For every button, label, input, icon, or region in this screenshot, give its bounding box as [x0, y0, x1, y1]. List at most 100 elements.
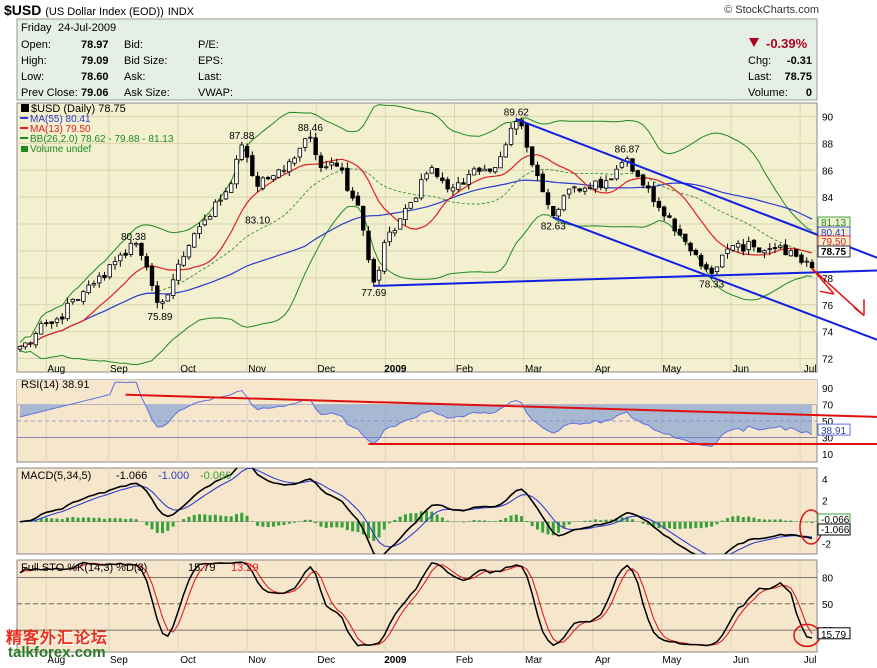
- lower-channel-line: [552, 216, 877, 341]
- candle-body: [408, 202, 413, 209]
- sto-legend: Full STO %K(14,3) %D(3) 15.79 13.29: [21, 562, 259, 574]
- macd-hist-bar: [198, 514, 202, 522]
- candle-body: [788, 250, 794, 257]
- macd-hist-bar: [155, 521, 159, 533]
- macd-hist-bar: [715, 521, 719, 525]
- candle-body: [334, 162, 339, 167]
- candle-body: [735, 243, 741, 248]
- macd-hist-bar: [277, 521, 281, 526]
- legend-sto-k: 15.79: [188, 562, 216, 574]
- axis-labels: 7274767880828486889081.1380.4179.5078.75…: [47, 112, 851, 666]
- macd-hist-bar: [509, 515, 513, 522]
- candle-body: [545, 192, 551, 205]
- candle-body: [461, 182, 466, 185]
- month-label-bottom: Oct: [180, 655, 196, 666]
- candle-body: [213, 201, 218, 217]
- month-label-top: Dec: [317, 364, 335, 375]
- candle-body: [656, 200, 662, 208]
- candle-body: [165, 294, 171, 302]
- macd-hist-bar: [287, 521, 291, 524]
- candle-body: [635, 170, 640, 177]
- month-label-top: 2009: [384, 364, 407, 375]
- candle-body: [281, 169, 287, 172]
- candle-body: [413, 197, 419, 203]
- candle-body: [302, 138, 308, 148]
- macd-hist-bar: [409, 513, 413, 522]
- legend-macd-hist: -0.066: [200, 470, 231, 482]
- macd-hist-bar: [118, 518, 122, 522]
- candle-body: [397, 218, 403, 230]
- candle-body: [239, 144, 244, 160]
- candle-body: [287, 161, 292, 173]
- macd-hist-bar: [234, 514, 238, 522]
- macd-hist-bar: [768, 519, 772, 522]
- candle-body: [97, 275, 102, 284]
- price-legend: $USD (Daily) 78.75 MA(55) 80.41 MA(13) 7…: [20, 103, 174, 155]
- projection-arrow-head: [819, 290, 835, 295]
- open-value: 78.97: [81, 39, 109, 51]
- month-label-top: Aug: [47, 364, 65, 375]
- value-tag: 80.41: [821, 228, 846, 239]
- pe-label: P/E:: [198, 39, 219, 51]
- price-tick-label: 76: [822, 301, 834, 312]
- macd-hist-bar: [44, 517, 48, 522]
- macd-hist-bar: [271, 521, 275, 527]
- ask-size-label: Ask Size:: [124, 87, 170, 99]
- candle-body: [424, 173, 429, 180]
- macd-hist-bar: [366, 521, 370, 539]
- candle-body: [149, 265, 155, 286]
- candle-body: [640, 174, 646, 186]
- candle-body: [603, 180, 609, 189]
- candle-body: [767, 248, 772, 251]
- low-value: 78.60: [81, 71, 109, 83]
- eps-label: EPS:: [198, 55, 223, 67]
- candle-body: [450, 187, 456, 192]
- macd-hist-bar: [414, 513, 418, 522]
- macd-hist-bar: [229, 516, 233, 522]
- macd-value-tag: -0.066: [821, 515, 850, 526]
- candle-body: [360, 205, 366, 231]
- macd-hist-bar: [382, 521, 386, 530]
- candle-body: [139, 242, 144, 256]
- vwap-label: VWAP:: [198, 87, 233, 99]
- candle-body: [508, 127, 514, 145]
- candle-body: [355, 195, 361, 206]
- rsi-mask: [17, 380, 817, 405]
- candle-body: [741, 244, 746, 252]
- macd-hist-bar: [314, 521, 318, 524]
- candle-body: [693, 249, 699, 255]
- candle-body: [804, 260, 809, 263]
- macd-hist-bar: [55, 518, 59, 522]
- macd-hist-bar: [477, 520, 481, 522]
- candle-body: [772, 247, 778, 249]
- macd-hist-bar: [161, 521, 165, 534]
- prev-close-label: Prev Close:: [21, 87, 78, 99]
- price-annotation: 78.33: [699, 279, 724, 290]
- watermark-en: talkforex.com: [8, 644, 106, 661]
- value-tag: 81.13: [821, 218, 846, 229]
- macd-hist-bar: [81, 517, 85, 522]
- macd-hist-bar: [108, 518, 112, 522]
- macd-hist-bar: [282, 521, 286, 526]
- volume-value: 0: [806, 87, 812, 99]
- value-tag: 78.75: [821, 247, 846, 258]
- candle-body: [503, 144, 508, 158]
- candle-body: [466, 174, 471, 185]
- legend-macd: MACD(5,34,5): [21, 470, 91, 482]
- candle-body: [133, 243, 139, 246]
- macd-hist-bar: [694, 521, 698, 528]
- copyright[interactable]: © StockCharts.com: [724, 4, 819, 16]
- macd-hist-bar: [398, 516, 402, 522]
- candle-body: [91, 283, 97, 286]
- macd-hist-bar: [124, 519, 128, 522]
- candle-body: [207, 216, 213, 220]
- candle-body: [202, 219, 207, 226]
- candle-body: [197, 226, 202, 234]
- month-label-bottom: Jun: [733, 655, 749, 666]
- macd-hist-bar: [525, 521, 529, 522]
- rsi-tick-label: 50: [822, 417, 834, 428]
- macd-hist-bar: [588, 520, 592, 522]
- macd-hist-bar: [604, 519, 608, 522]
- candle-body: [382, 242, 387, 272]
